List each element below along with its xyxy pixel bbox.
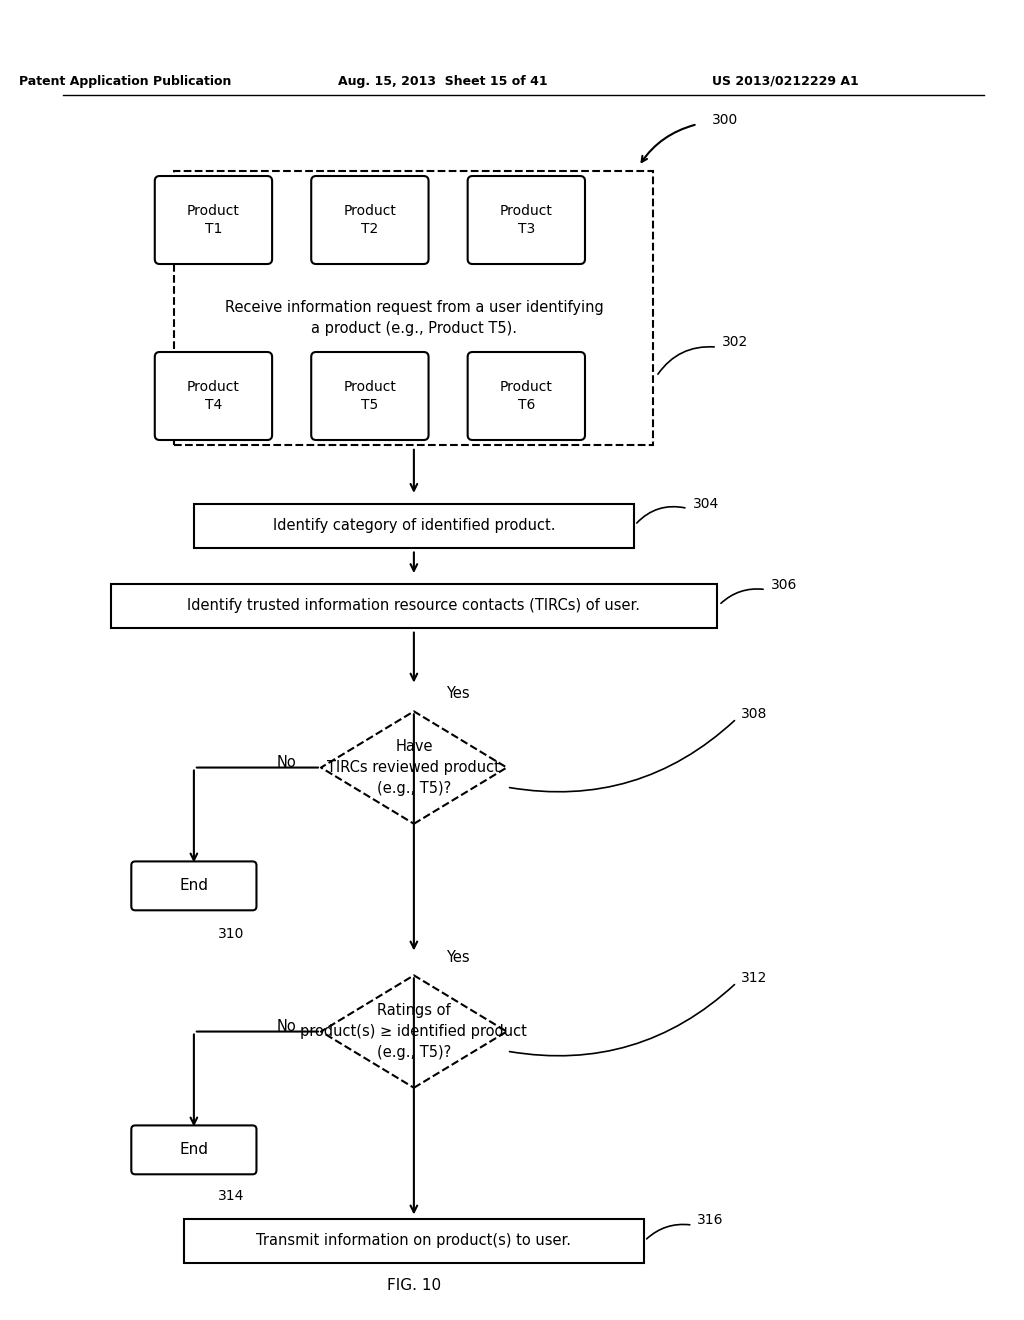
FancyBboxPatch shape bbox=[131, 862, 256, 911]
Text: Aug. 15, 2013  Sheet 15 of 41: Aug. 15, 2013 Sheet 15 of 41 bbox=[338, 75, 548, 87]
Text: Yes: Yes bbox=[446, 950, 470, 965]
FancyBboxPatch shape bbox=[311, 352, 429, 440]
Text: End: End bbox=[179, 1142, 209, 1158]
Text: 304: 304 bbox=[692, 496, 719, 511]
FancyBboxPatch shape bbox=[194, 503, 634, 548]
Text: End: End bbox=[179, 878, 209, 894]
FancyBboxPatch shape bbox=[311, 176, 429, 264]
Text: Product
T1: Product T1 bbox=[187, 203, 240, 236]
FancyBboxPatch shape bbox=[111, 583, 717, 628]
Text: US 2013/0212229 A1: US 2013/0212229 A1 bbox=[712, 75, 859, 87]
Text: No: No bbox=[276, 755, 297, 770]
FancyBboxPatch shape bbox=[468, 352, 585, 440]
FancyBboxPatch shape bbox=[468, 176, 585, 264]
Text: 306: 306 bbox=[771, 578, 797, 591]
Text: Have
TIRCs reviewed product
(e.g., T5)?: Have TIRCs reviewed product (e.g., T5)? bbox=[328, 739, 501, 796]
FancyBboxPatch shape bbox=[184, 1220, 644, 1263]
Text: Identify category of identified product.: Identify category of identified product. bbox=[272, 517, 555, 532]
Text: Yes: Yes bbox=[446, 686, 470, 701]
Text: Identify trusted information resource contacts (TIRCs) of user.: Identify trusted information resource co… bbox=[187, 598, 640, 612]
Text: Product
T4: Product T4 bbox=[187, 380, 240, 412]
Text: Product
T5: Product T5 bbox=[343, 380, 396, 412]
FancyBboxPatch shape bbox=[131, 1126, 256, 1175]
Text: Product
T3: Product T3 bbox=[500, 203, 553, 236]
Text: FIG. 10: FIG. 10 bbox=[387, 1278, 441, 1294]
Text: 310: 310 bbox=[218, 927, 245, 941]
Text: Product
T2: Product T2 bbox=[343, 203, 396, 236]
Text: No: No bbox=[276, 1019, 297, 1034]
Text: 312: 312 bbox=[741, 970, 768, 985]
Text: 300: 300 bbox=[712, 114, 738, 127]
Text: Product
T6: Product T6 bbox=[500, 380, 553, 412]
Text: 302: 302 bbox=[722, 335, 749, 350]
Text: Receive information request from a user identifying
a product (e.g., Product T5): Receive information request from a user … bbox=[224, 300, 603, 335]
Text: Transmit information on product(s) to user.: Transmit information on product(s) to us… bbox=[256, 1233, 571, 1249]
FancyBboxPatch shape bbox=[155, 176, 272, 264]
Text: 314: 314 bbox=[218, 1189, 245, 1203]
Text: 316: 316 bbox=[697, 1213, 724, 1228]
Text: Patent Application Publication: Patent Application Publication bbox=[19, 75, 231, 87]
FancyBboxPatch shape bbox=[155, 352, 272, 440]
Text: 308: 308 bbox=[741, 706, 768, 721]
Text: Ratings of
product(s) ≥ identified product
(e.g., T5)?: Ratings of product(s) ≥ identified produ… bbox=[300, 1003, 527, 1060]
